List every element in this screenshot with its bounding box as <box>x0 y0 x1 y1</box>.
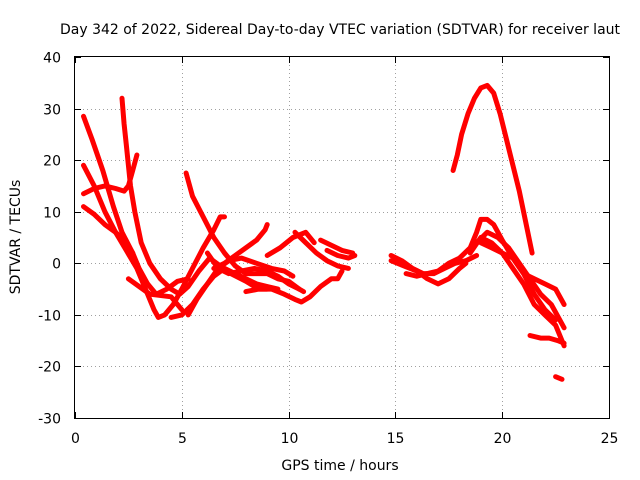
x-tick-label: 5 <box>178 431 187 447</box>
y-tick-label: 0 <box>52 257 61 273</box>
series-arc-18 <box>388 258 469 287</box>
x-tick-label: 20 <box>494 431 512 447</box>
y-tick-label: -30 <box>38 412 61 428</box>
series-arc-16 <box>324 247 358 261</box>
plot-frame <box>74 56 610 419</box>
series-arc-10 <box>204 250 302 292</box>
series-arc-14 <box>264 229 317 258</box>
y-tick-label: 20 <box>43 154 61 170</box>
y-tick-label: -20 <box>38 360 61 376</box>
series-arc-13 <box>292 229 351 271</box>
series-arc-24 <box>527 333 567 346</box>
y-tick-label: -10 <box>38 309 61 325</box>
series-arc-8 <box>125 276 185 313</box>
y-tick-label: 30 <box>43 103 61 119</box>
series-arc-20 <box>467 235 567 349</box>
series-arc-7 <box>168 265 281 320</box>
series-arc-25 <box>553 374 565 382</box>
series-arc-19 <box>403 216 559 323</box>
series-arc-2 <box>81 162 227 320</box>
axis-tick-labels: 0 5 10 15 20 25 -30 -20 -10 0 10 20 30 40 <box>38 51 618 448</box>
series-arc-23 <box>450 82 535 256</box>
series-arc-3 <box>81 152 140 197</box>
series-arc-4 <box>81 204 136 256</box>
series-layer <box>81 82 567 382</box>
chart-title: Day 342 of 2022, Sidereal Day-to-day VTE… <box>60 22 621 38</box>
series-arc-11 <box>211 222 270 271</box>
series-arc-12 <box>243 268 345 305</box>
x-tick-label: 0 <box>71 431 80 447</box>
y-tick-label: 10 <box>43 206 61 222</box>
x-tick-label: 25 <box>601 431 619 447</box>
series-arc-15 <box>318 237 356 256</box>
x-tick-label: 10 <box>281 431 299 447</box>
y-axis-label: SDTVAR / TECUs <box>8 180 24 295</box>
x-axis-label: GPS time / hours <box>281 458 398 474</box>
series-arc-22 <box>478 240 567 307</box>
axis-ticks <box>75 57 610 419</box>
x-tick-label: 15 <box>387 431 405 447</box>
y-tick-label: 40 <box>43 51 61 67</box>
